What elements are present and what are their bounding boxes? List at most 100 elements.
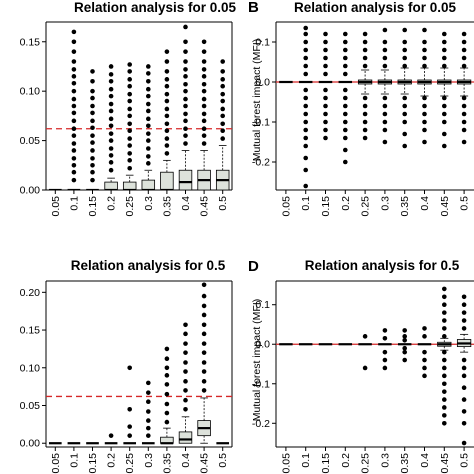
outlier-point xyxy=(127,106,132,112)
outlier-point xyxy=(402,95,408,101)
outlier-point xyxy=(183,126,188,132)
y-tick-label: 0.00 xyxy=(20,438,41,450)
outlier-point xyxy=(442,318,447,323)
outlier-point xyxy=(183,39,188,45)
outlier-point xyxy=(303,63,309,69)
outlier-point xyxy=(146,154,151,159)
outlier-point xyxy=(343,55,348,61)
outlier-point xyxy=(108,64,114,69)
outlier-point xyxy=(461,302,467,308)
outlier-point xyxy=(461,103,467,109)
x-tick-label: 0.5 xyxy=(217,453,229,468)
outlier-point xyxy=(90,125,95,131)
outlier-point xyxy=(146,390,151,395)
box-0.25 xyxy=(122,174,137,190)
outlier-point xyxy=(461,294,467,300)
outlier-point xyxy=(201,331,207,337)
outlier-point xyxy=(220,121,225,127)
outlier-point xyxy=(402,337,408,343)
outlier-point xyxy=(201,103,207,109)
box-0.4 xyxy=(417,67,432,97)
outlier-point xyxy=(422,127,427,133)
box-0.3 xyxy=(377,69,393,95)
outlier-point xyxy=(442,111,447,117)
outlier-point xyxy=(461,127,467,133)
panel-c: Relation analysis for 0.5 0.000.050.100.… xyxy=(20,258,233,473)
outlier-point xyxy=(422,63,427,69)
outlier-point xyxy=(90,169,95,175)
outlier-point xyxy=(201,126,207,132)
outlier-point xyxy=(90,156,95,161)
outlier-point xyxy=(146,409,151,414)
outlier-point xyxy=(71,74,77,79)
outlier-point xyxy=(108,153,114,158)
outlier-point xyxy=(71,126,77,132)
outlier-point xyxy=(303,31,309,37)
outlier-point xyxy=(146,418,151,423)
outlier-point xyxy=(303,155,309,161)
box-0.4 xyxy=(178,416,193,444)
outlier-point xyxy=(461,409,467,414)
outlier-point xyxy=(442,349,447,355)
outlier-point xyxy=(303,119,309,125)
panel-c-plot: 0.00 0.05 0.10 0.15 0.20 0.05 0.1 0.15 0.2 0.25 0.… xyxy=(20,280,233,473)
outlier-point xyxy=(461,119,467,125)
outlier-point xyxy=(183,360,188,365)
panel-b: B Relation analysis for 0.05 Mutual fore… xyxy=(248,0,474,216)
outlier-point xyxy=(442,55,447,61)
outlier-point xyxy=(323,95,328,101)
outlier-point xyxy=(108,108,114,114)
outlier-point xyxy=(164,356,170,362)
outlier-point xyxy=(461,397,467,402)
outlier-point xyxy=(183,369,188,374)
outlier-point xyxy=(108,123,114,129)
outlier-point xyxy=(303,55,309,61)
outlier-point xyxy=(323,103,328,109)
outlier-point xyxy=(183,388,188,393)
outlier-point xyxy=(382,95,388,101)
outlier-point xyxy=(362,111,368,117)
outlier-point xyxy=(343,71,348,77)
plot-area xyxy=(276,286,474,446)
outlier-point xyxy=(442,389,447,394)
outlier-point xyxy=(183,322,188,328)
outlier-point xyxy=(382,27,388,33)
panel-d-letter: D xyxy=(248,258,259,275)
y-tick-label: 0.10 xyxy=(20,362,41,374)
outlier-point xyxy=(362,127,368,133)
outlier-point xyxy=(201,369,207,374)
x-tick-label: 0.35 xyxy=(399,453,411,474)
outlier-point xyxy=(422,111,427,117)
outlier-point xyxy=(127,91,132,97)
outlier-point xyxy=(422,27,427,33)
outlier-point xyxy=(402,357,408,363)
outlier-point xyxy=(146,433,151,438)
outlier-point xyxy=(201,303,207,309)
y-tick-label: 0.10 xyxy=(20,86,41,98)
outlier-point xyxy=(164,373,170,378)
box-iqr xyxy=(160,171,174,190)
outlier-point xyxy=(402,119,408,125)
box-0.5 xyxy=(456,67,472,97)
plot-area xyxy=(46,24,232,190)
x-tick-label: 0.25 xyxy=(360,196,372,217)
outlier-point xyxy=(303,111,309,117)
outlier-point xyxy=(422,103,427,109)
box-0.35 xyxy=(160,159,174,190)
x-tick-label: 0.2 xyxy=(340,196,352,211)
outlier-point xyxy=(127,143,132,148)
box-0.45 xyxy=(197,150,211,190)
outlier-point xyxy=(201,322,207,328)
outlier-point xyxy=(442,310,447,315)
outlier-point xyxy=(402,47,408,53)
outlier-point xyxy=(90,177,95,183)
outlier-point xyxy=(146,161,151,166)
outlier-point xyxy=(442,420,447,426)
outlier-point xyxy=(164,382,170,387)
panel-a-title: Relation analysis for 0.05 xyxy=(74,0,237,15)
outlier-point xyxy=(164,151,170,156)
outlier-point xyxy=(402,39,408,45)
outlier-point xyxy=(442,294,447,300)
outlier-point xyxy=(127,136,132,141)
y-tick-label: 0.05 xyxy=(20,400,41,412)
